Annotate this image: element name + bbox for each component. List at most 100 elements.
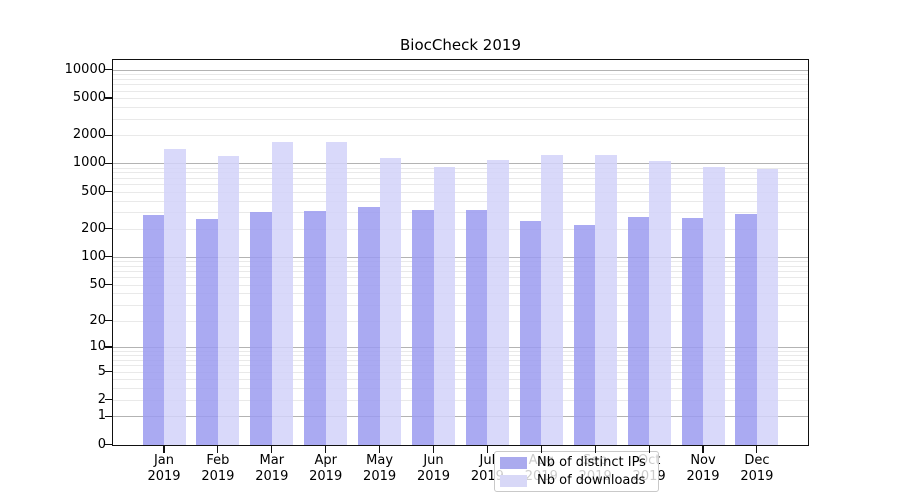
x-tick-mark	[217, 445, 219, 453]
bar-distinct-ips-jan	[142, 214, 164, 445]
major-gridline	[113, 416, 808, 418]
x-tick-mark	[540, 445, 542, 453]
x-tick-mark	[379, 445, 381, 453]
minor-gridline	[113, 355, 808, 357]
bar-distinct-ips-jul	[465, 209, 488, 445]
y-tick-label: 1	[97, 408, 106, 424]
minor-gridline	[113, 284, 808, 286]
minor-gridline	[113, 359, 808, 361]
y-tick-label: 200	[81, 220, 106, 236]
y-tick-mark	[105, 69, 112, 71]
major-gridline	[113, 346, 808, 348]
y-tick-mark	[105, 134, 112, 136]
y-tick-label: 50	[89, 276, 106, 292]
minor-gridline	[113, 212, 808, 214]
bar-distinct-ips-nov	[681, 218, 703, 445]
x-tick-label-feb: Feb 2019	[191, 453, 245, 485]
legend-label-downloads: Nb of downloads	[537, 473, 646, 488]
x-tick-label-line: 2019	[147, 468, 181, 484]
minor-gridline	[113, 379, 808, 380]
bar-distinct-ips-oct	[627, 217, 650, 445]
minor-gridline	[113, 371, 808, 373]
y-tick-label: 1000	[72, 155, 106, 171]
bar-downloads-may	[379, 158, 402, 445]
y-tick-mark	[105, 256, 112, 258]
x-tick-label-jan: Jan 2019	[137, 453, 191, 485]
minor-gridline	[113, 90, 808, 92]
x-tick-label-line: Mar	[259, 452, 285, 468]
x-tick-mark	[594, 445, 596, 453]
legend-row-ips: Nb of distinct IPs	[500, 455, 658, 470]
minor-gridline	[113, 271, 808, 273]
y-tick-label: 2000	[72, 127, 106, 143]
y-tick-mark	[105, 283, 112, 286]
minor-gridline	[113, 265, 808, 267]
y-tick-mark	[105, 415, 112, 417]
minor-gridline	[113, 177, 808, 179]
y-tick-label: 10	[89, 338, 106, 354]
y-tick-mark	[105, 399, 112, 401]
y-tick-label: 0	[97, 436, 106, 452]
minor-gridline	[113, 118, 808, 120]
plot-area: Nb of distinct IPs Nb of downloads	[112, 59, 809, 492]
x-tick-mark	[648, 445, 650, 453]
bar-downloads-jul	[487, 159, 509, 445]
y-tick-label: 20	[89, 312, 106, 328]
x-tick-label-apr: Apr 2019	[299, 453, 353, 485]
bar-distinct-ips-may	[358, 207, 380, 445]
y-tick-label: 5000	[72, 89, 106, 105]
minor-gridline	[113, 74, 808, 75]
minor-gridline	[113, 388, 808, 390]
minor-gridline	[113, 172, 808, 174]
legend-label-ips: Nb of distinct IPs	[537, 455, 646, 470]
x-tick-label-dec: Dec 2019	[730, 453, 784, 485]
x-tick-label-line: May	[366, 452, 394, 468]
bar-downloads-mar	[271, 142, 294, 445]
bar-downloads-dec	[756, 168, 779, 445]
minor-gridline	[113, 293, 808, 295]
minor-gridline	[113, 399, 808, 401]
y-tick-label: 10000	[64, 61, 106, 77]
y-tick-mark	[105, 97, 112, 99]
major-gridline	[113, 69, 808, 71]
bar-downloads-sep	[595, 154, 617, 445]
bar-distinct-ips-sep	[573, 224, 596, 445]
downloads-swatch-icon	[500, 474, 527, 487]
x-tick-mark	[271, 445, 273, 453]
bar-distinct-ips-mar	[250, 211, 272, 445]
y-tick-mark	[105, 443, 112, 446]
minor-gridline	[113, 350, 808, 352]
legend-row-downloads: Nb of downloads	[500, 473, 658, 488]
minor-gridline	[113, 167, 808, 169]
x-tick-label-line: Apr	[314, 452, 337, 468]
bar-downloads-feb	[217, 155, 240, 445]
chart-title: BiocCheck 2019	[400, 36, 521, 54]
x-tick-label-line: 2019	[363, 468, 397, 484]
x-tick-label-line: 2019	[255, 468, 289, 484]
minor-gridline	[113, 277, 808, 279]
major-gridline	[113, 256, 808, 258]
y-tick-mark	[105, 190, 112, 193]
x-tick-label-line: Jan	[153, 452, 175, 468]
minor-gridline	[113, 191, 808, 193]
x-tick-label-line: Jul	[479, 452, 496, 468]
x-tick-mark	[486, 445, 488, 453]
x-tick-mark	[163, 445, 165, 453]
x-tick-label-line: Nov	[690, 452, 716, 468]
bar-distinct-ips-apr	[304, 210, 326, 445]
x-tick-mark	[756, 445, 758, 453]
minor-gridline	[113, 135, 808, 137]
minor-gridline	[113, 260, 808, 262]
minor-gridline	[113, 320, 808, 322]
minor-gridline	[113, 107, 808, 108]
minor-gridline	[113, 200, 808, 202]
y-tick-label: 5	[97, 363, 106, 379]
y-tick-mark	[105, 346, 112, 348]
major-gridline	[113, 163, 808, 165]
x-tick-label-line: 2019	[309, 468, 343, 484]
x-tick-label-jun: Jun 2019	[407, 453, 461, 485]
y-tick-label: 100	[81, 248, 106, 264]
ips-swatch-icon	[500, 456, 527, 469]
y-tick-mark	[105, 370, 112, 373]
